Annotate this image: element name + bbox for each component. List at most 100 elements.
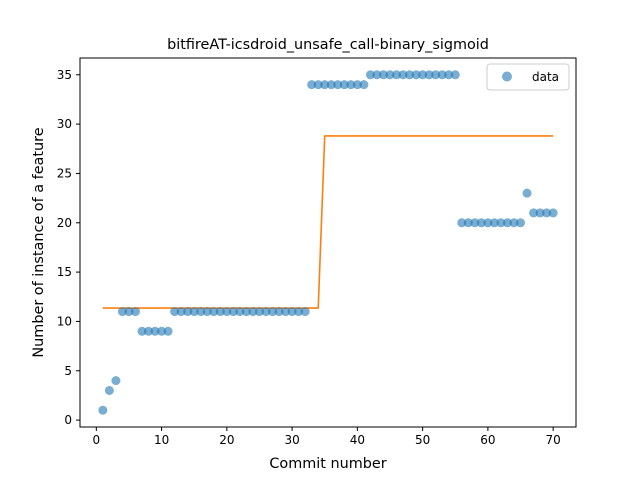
data-point [385, 70, 395, 80]
data-point [470, 218, 480, 228]
data-point [300, 307, 310, 317]
data-point [457, 218, 467, 228]
data-point [248, 307, 258, 317]
data-point [346, 80, 356, 90]
data-point [274, 307, 284, 317]
legend-box [486, 63, 570, 91]
data-point [235, 307, 245, 317]
data-point [313, 80, 323, 90]
fit-line-layer [102, 135, 554, 309]
data-point [254, 307, 264, 317]
x-tick-label: 60 [480, 433, 495, 447]
data-point [483, 218, 493, 228]
data-point [98, 405, 108, 415]
data-point [489, 218, 499, 228]
data-point [176, 307, 186, 317]
x-tick-label: 10 [154, 433, 169, 447]
data-point [496, 218, 506, 228]
data-point [405, 70, 415, 80]
data-point [333, 80, 343, 90]
data-point [196, 307, 206, 317]
data-point [170, 307, 180, 317]
data-point [522, 188, 532, 198]
data-point [548, 208, 558, 218]
data-point [542, 208, 552, 218]
data-point [117, 307, 127, 317]
data-point [320, 80, 330, 90]
x-tick-label: 40 [350, 433, 365, 447]
data-point [502, 218, 512, 228]
x-tick-label: 20 [219, 433, 234, 447]
data-point [222, 307, 232, 317]
data-point [281, 307, 291, 317]
chart-title: bitfireAT-icsdroid_unsafe_call-binary_si… [167, 37, 489, 53]
data-point [294, 307, 304, 317]
y-tick-label: 25 [57, 166, 72, 180]
data-point [398, 70, 408, 80]
data-point [516, 218, 526, 228]
axis-ticks: 0 10 20 30 40 50 60 70 0 5 10 15 20 25 30 35 [57, 68, 561, 447]
data-point [463, 218, 473, 228]
legend: data [486, 63, 570, 91]
y-tick-label: 5 [64, 364, 72, 378]
data-point [150, 326, 160, 336]
y-axis-label: Number of instance of a feature [31, 127, 47, 357]
data-point [339, 80, 349, 90]
data-point [476, 218, 486, 228]
data-point [124, 307, 134, 317]
legend-label: data [532, 70, 559, 84]
data-point [450, 70, 460, 80]
data-point [215, 307, 225, 317]
y-tick-label: 10 [57, 314, 72, 328]
data-point [535, 208, 545, 218]
data-point [287, 307, 297, 317]
data-point [418, 70, 428, 80]
data-point [365, 70, 375, 80]
data-point [378, 70, 388, 80]
data-point [163, 326, 173, 336]
data-point [352, 80, 362, 90]
data-point [104, 385, 114, 395]
data-point [157, 326, 167, 336]
data-point [137, 326, 147, 336]
data-point [444, 70, 454, 80]
data-point [307, 80, 317, 90]
x-tick-label: 50 [415, 433, 430, 447]
x-tick-label: 70 [546, 433, 561, 447]
data-point [111, 376, 121, 386]
data-point [529, 208, 539, 218]
data-point [268, 307, 278, 317]
y-tick-label: 20 [57, 216, 72, 230]
data-point [241, 307, 251, 317]
y-tick-label: 35 [57, 68, 72, 82]
plot-area [80, 58, 576, 427]
y-tick-label: 30 [57, 117, 72, 131]
data-point [144, 326, 154, 336]
data-point [261, 307, 271, 317]
data-point [372, 70, 382, 80]
data-point [228, 307, 238, 317]
x-axis-label: Commit number [269, 456, 386, 472]
data-point [130, 307, 140, 317]
data-point [424, 70, 434, 80]
y-tick-label: 15 [57, 265, 72, 279]
data-point [189, 307, 199, 317]
fit-line [102, 135, 554, 309]
legend-marker [502, 71, 512, 82]
x-tick-label: 30 [284, 433, 299, 447]
data-point [509, 218, 519, 228]
plot-frame [79, 57, 577, 428]
data-point [209, 307, 219, 317]
data-point [431, 70, 441, 80]
data-point [359, 80, 369, 90]
data-point [411, 70, 421, 80]
data-point [202, 307, 212, 317]
data-point [392, 70, 402, 80]
data-point [183, 307, 193, 317]
data-point [326, 80, 336, 90]
x-tick-label: 0 [92, 433, 100, 447]
y-tick-label: 0 [64, 413, 72, 427]
data-point [437, 70, 447, 80]
